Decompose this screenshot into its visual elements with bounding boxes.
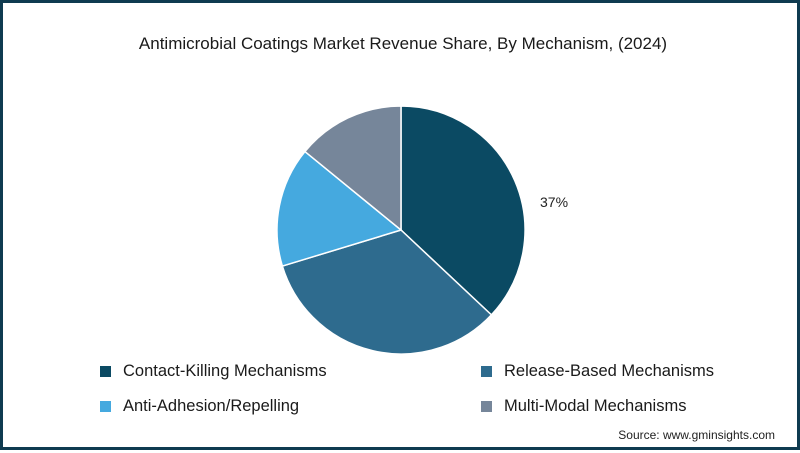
pie-slice-contact-killing[interactable] (400, 105, 526, 316)
legend-label: Anti-Adhesion/Repelling (123, 397, 300, 415)
legend-item-anti-adhesion[interactable]: Anti-Adhesion/Repelling (100, 397, 299, 416)
chart-legend: Contact-Killing Mechanisms Release-Based… (3, 3, 800, 453)
legend-swatch-icon (100, 401, 111, 412)
legend-swatch-icon (100, 366, 111, 377)
source-credit: Source: www.gminsights.com (618, 428, 775, 442)
legend-item-contact-killing[interactable]: Contact-Killing Mechanisms (100, 362, 327, 381)
legend-item-multi-modal[interactable]: Multi-Modal Mechanisms (481, 397, 686, 416)
legend-swatch-icon (481, 366, 492, 377)
pie-slice-anti-adhesion[interactable] (276, 150, 403, 268)
chart-title: Antimicrobial Coatings Market Revenue Sh… (138, 34, 668, 53)
slice-label-contact-killing: 37% (540, 194, 569, 210)
legend-swatch-icon (481, 401, 492, 412)
legend-item-release-based[interactable]: Release-Based Mechanisms (481, 362, 714, 381)
pie-slice-multi-modal[interactable] (303, 105, 402, 232)
legend-label: Multi-Modal Mechanisms (504, 397, 687, 415)
legend-label: Release-Based Mechanisms (504, 362, 715, 380)
legend-label: Contact-Killing Mechanisms (123, 362, 327, 380)
pie-slice-release-based[interactable] (281, 229, 493, 355)
pie-chart (276, 105, 526, 355)
